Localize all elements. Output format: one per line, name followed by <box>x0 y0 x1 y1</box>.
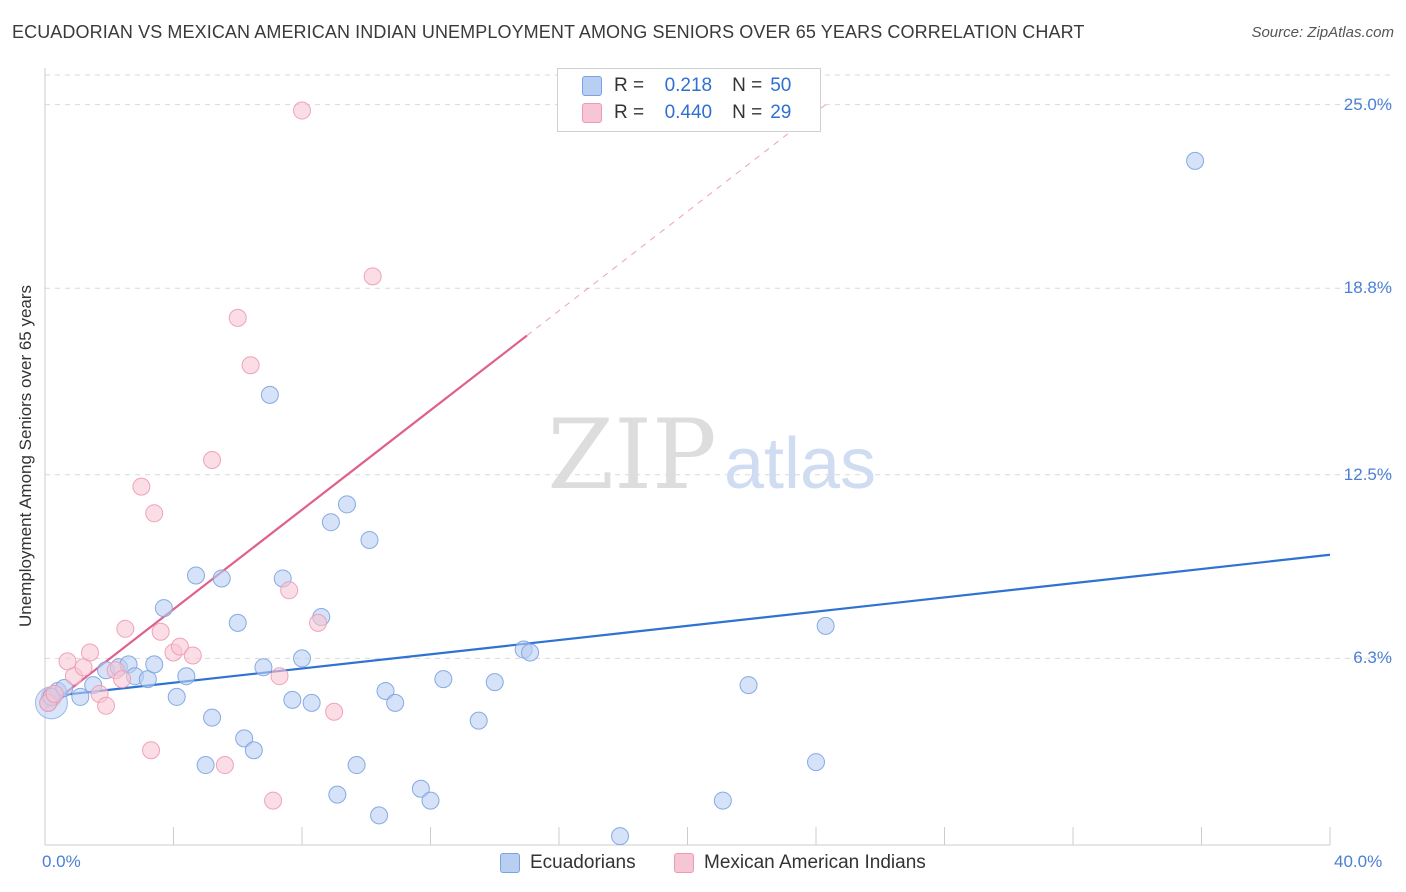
watermark: ZIP atlas <box>547 399 876 511</box>
blue-point <box>713 791 732 810</box>
blue-point <box>321 513 340 532</box>
chart-title: ECUADORIAN VS MEXICAN AMERICAN INDIAN UN… <box>12 22 1085 42</box>
blue-point <box>254 658 273 677</box>
blue-point <box>434 670 453 689</box>
pink-point <box>309 613 328 632</box>
y-tick-label: 12.5% <box>1343 464 1392 484</box>
blue-point <box>283 690 302 709</box>
pink-point <box>151 622 170 641</box>
pink-point <box>80 643 99 662</box>
blue-point <box>145 655 164 674</box>
pink-point <box>45 684 64 703</box>
pink-point <box>270 667 289 686</box>
pink-point <box>113 670 132 689</box>
legend-label-mexican: Mexican American Indians <box>704 852 926 873</box>
blue-point <box>816 616 835 635</box>
pink-point <box>132 477 151 496</box>
blue-point <box>293 649 311 668</box>
blue-point <box>167 687 186 706</box>
blue-point <box>71 687 90 706</box>
blue-point <box>386 693 405 712</box>
blue-point <box>196 756 215 775</box>
legend-row-ecuadorians: R = 0.218 N = 50 <box>582 73 791 99</box>
legend-swatch-ecuadorians <box>500 853 520 873</box>
x-tick-max: 40.0% <box>1334 852 1383 871</box>
legend-label-ecuadorians: Ecuadorians <box>530 852 636 873</box>
source-credit: Source: ZipAtlas.com <box>1251 24 1394 41</box>
legend-r-value-mexican: 0.440 <box>664 102 713 123</box>
pink-point <box>215 756 234 775</box>
pink-point <box>203 451 222 469</box>
legend-r-label: R = <box>614 75 645 96</box>
blue-point <box>177 667 196 686</box>
legend-n-label: N = <box>732 75 763 96</box>
blue-point <box>370 806 389 825</box>
blue-point <box>411 779 430 798</box>
blue-point <box>203 708 222 727</box>
blue-point <box>360 530 379 549</box>
pink-point <box>183 646 202 665</box>
watermark-zip: ZIP <box>547 399 716 511</box>
pink-point <box>241 356 260 375</box>
blue-point <box>212 569 231 588</box>
legend-r-label: R = <box>614 102 645 123</box>
blue-point <box>337 495 356 514</box>
blue-point <box>138 670 157 689</box>
correlation-legend: R = 0.218 N = 50 R = 0.440 N = 29 <box>557 68 821 132</box>
blue-point <box>807 753 825 772</box>
pink-point <box>116 619 135 638</box>
y-tick-label: 25.0% <box>1343 94 1392 114</box>
blue-point <box>244 741 263 760</box>
watermark-atlas: atlas <box>724 424 876 504</box>
x-tick-min: 0.0% <box>42 852 81 871</box>
pink-point <box>325 702 344 721</box>
blue-point <box>260 385 279 404</box>
legend-item-mexican: Mexican American Indians <box>674 852 926 874</box>
blue-point <box>739 676 758 695</box>
legend-n-value-ecuadorians: 50 <box>770 75 792 96</box>
pink-point <box>142 741 161 760</box>
blue-point <box>302 693 321 712</box>
pink-point <box>74 658 93 677</box>
blue-point <box>228 613 247 632</box>
blue-point <box>611 827 630 846</box>
blue-point <box>328 785 347 804</box>
data-points <box>34 101 1205 846</box>
y-tick-label: 6.3% <box>1353 648 1392 668</box>
blue-point <box>521 643 540 662</box>
legend-row-mexican: R = 0.440 N = 29 <box>582 100 791 126</box>
blue-point <box>376 682 395 700</box>
blue-point <box>235 729 254 748</box>
legend-r-value-ecuadorians: 0.218 <box>664 75 713 96</box>
pink-point <box>145 504 164 523</box>
trendline-mexican <box>44 334 528 710</box>
pink-point <box>170 637 189 656</box>
series-legend: Ecuadorians Mexican American Indians <box>0 852 1406 876</box>
blue-point <box>347 756 366 775</box>
pink-point <box>58 652 77 671</box>
legend-n-label: N = <box>732 102 763 123</box>
blue-point <box>485 673 504 692</box>
pink-point <box>293 101 311 120</box>
pink-point <box>228 308 247 327</box>
blue-point <box>469 711 488 730</box>
blue-point <box>154 599 173 618</box>
pink-point <box>280 581 299 600</box>
legend-item-ecuadorians: Ecuadorians <box>500 852 636 874</box>
pink-point <box>363 267 382 286</box>
pink-point <box>97 696 116 715</box>
blue-point <box>1186 151 1205 170</box>
pink-point <box>264 791 283 810</box>
legend-n-value-mexican: 29 <box>770 102 792 123</box>
trendline-mexican-extension <box>526 104 826 337</box>
legend-swatch-blue <box>582 76 602 96</box>
legend-swatch-mexican <box>674 853 694 873</box>
y-tick-label: 18.8% <box>1343 278 1392 298</box>
y-axis-label: Unemployment Among Seniors over 65 years <box>16 284 35 628</box>
blue-point <box>186 566 205 585</box>
legend-swatch-pink <box>582 103 602 123</box>
blue-point <box>421 791 440 810</box>
